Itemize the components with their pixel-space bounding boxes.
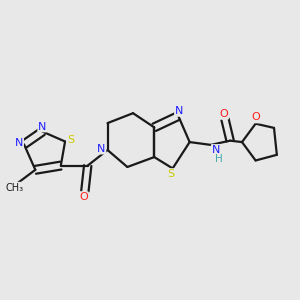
Text: O: O — [251, 112, 260, 122]
Text: S: S — [67, 135, 74, 145]
Text: N: N — [175, 106, 183, 116]
Text: O: O — [79, 192, 88, 202]
Text: N: N — [212, 145, 220, 155]
Text: O: O — [219, 109, 228, 119]
Text: S: S — [168, 169, 175, 179]
Text: H: H — [215, 154, 223, 164]
Text: N: N — [97, 144, 106, 154]
Text: N: N — [15, 138, 23, 148]
Text: N: N — [38, 122, 46, 131]
Text: CH₃: CH₃ — [6, 183, 24, 193]
